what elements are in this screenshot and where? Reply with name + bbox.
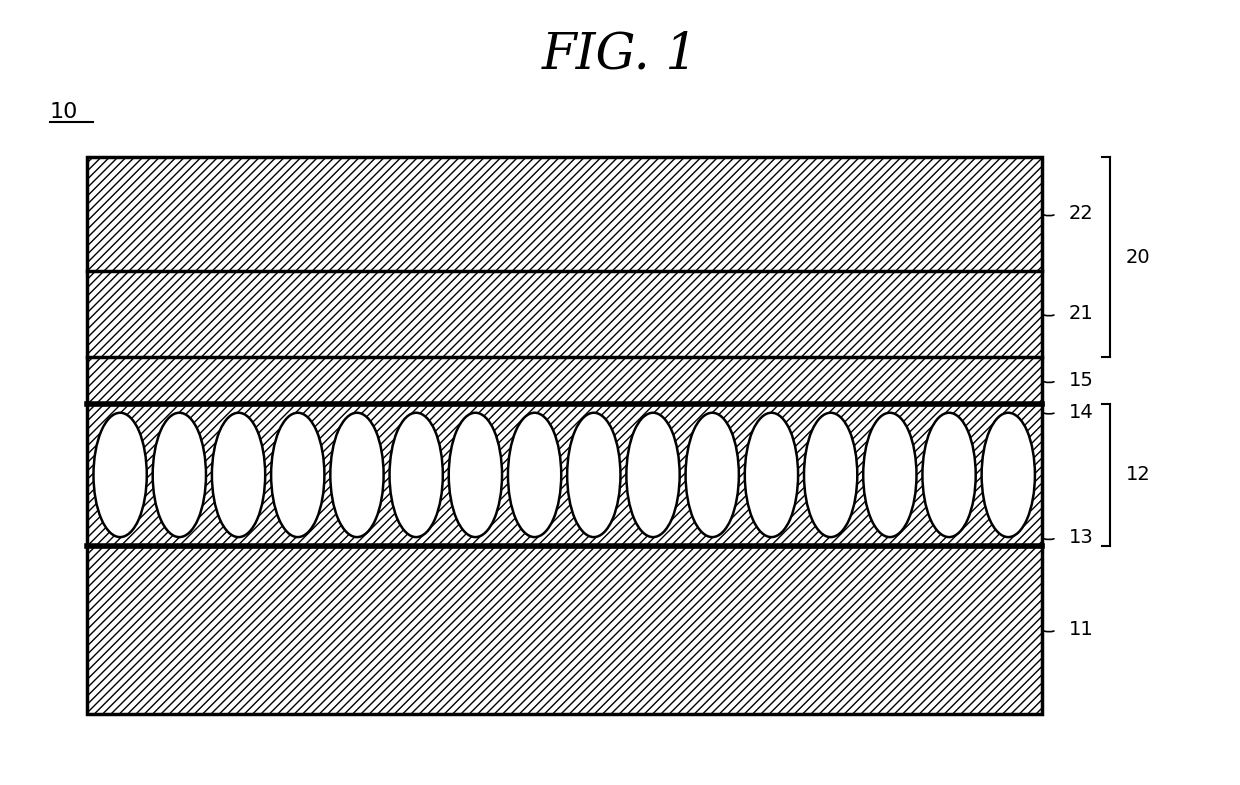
- Bar: [87, 157, 1042, 271]
- Ellipse shape: [389, 413, 443, 537]
- Bar: [87, 157, 1042, 714]
- Ellipse shape: [804, 413, 857, 537]
- Text: 21: 21: [1069, 305, 1094, 323]
- Bar: [87, 357, 1042, 404]
- Ellipse shape: [982, 413, 1035, 537]
- Text: 22: 22: [1069, 204, 1094, 224]
- Ellipse shape: [686, 413, 739, 537]
- Ellipse shape: [272, 413, 325, 537]
- Ellipse shape: [508, 413, 562, 537]
- Text: 11: 11: [1069, 620, 1094, 640]
- Bar: [87, 404, 1042, 546]
- Text: 14: 14: [1069, 403, 1094, 422]
- Ellipse shape: [863, 413, 916, 537]
- Ellipse shape: [567, 413, 620, 537]
- Ellipse shape: [449, 413, 502, 537]
- Ellipse shape: [745, 413, 799, 537]
- Text: 12: 12: [1126, 466, 1151, 484]
- Ellipse shape: [330, 413, 383, 537]
- Text: 13: 13: [1069, 528, 1094, 547]
- Ellipse shape: [212, 413, 265, 537]
- Text: FIG. 1: FIG. 1: [542, 31, 698, 79]
- Ellipse shape: [923, 413, 976, 537]
- Ellipse shape: [626, 413, 680, 537]
- Ellipse shape: [153, 413, 206, 537]
- Bar: [87, 546, 1042, 714]
- Bar: [87, 271, 1042, 357]
- Text: 10: 10: [50, 102, 78, 122]
- Text: 20: 20: [1126, 247, 1151, 267]
- Text: 15: 15: [1069, 371, 1094, 390]
- Ellipse shape: [93, 413, 146, 537]
